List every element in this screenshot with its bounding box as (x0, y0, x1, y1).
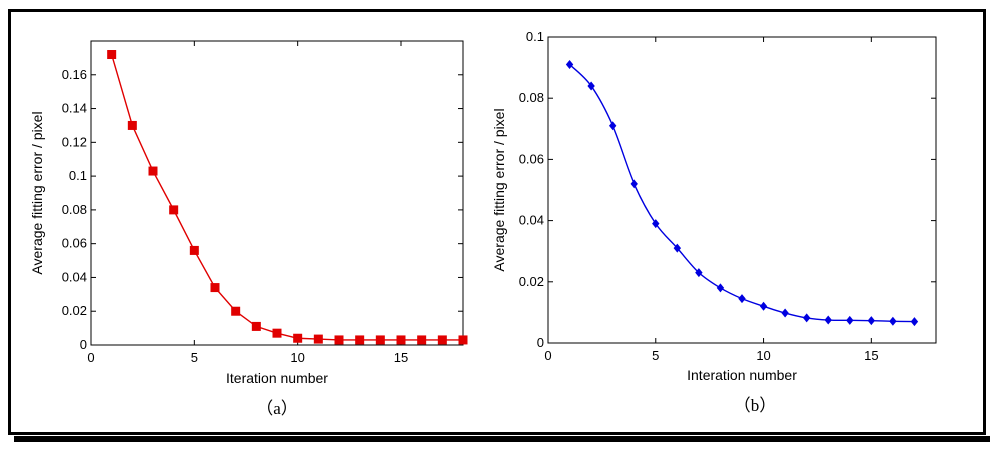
x-tick-label: 15 (394, 350, 408, 365)
data-point (910, 317, 919, 327)
x-tick-label: 10 (756, 348, 770, 363)
data-point (293, 333, 303, 343)
y-tick-label: 0.12 (62, 134, 87, 149)
x-axis-title: Interation number (687, 367, 797, 383)
data-point (437, 335, 447, 345)
y-tick-label: 0 (537, 335, 544, 350)
data-point (889, 316, 897, 326)
y-tick-label: 0.16 (62, 67, 87, 82)
data-point (127, 120, 137, 130)
chart-panel-a: 0 0.02 0.04 0.06 0.08 0.1 0.12 0.14 0.16 0 5 10 15 It… (29, 40, 468, 418)
data-point (210, 283, 220, 293)
x-tick-label: 5 (652, 348, 659, 363)
data-point (272, 328, 282, 338)
y-tick-label: 0.02 (62, 303, 87, 318)
data-point (231, 306, 241, 316)
data-point (396, 335, 406, 345)
y-axis-title: Average fitting error / pixel (29, 111, 45, 274)
data-point (169, 205, 179, 215)
data-point (824, 315, 832, 325)
y-tick-label: 0.08 (519, 90, 544, 105)
data-point (313, 334, 323, 344)
data-point (148, 166, 158, 176)
data-point (630, 179, 638, 189)
data-point (716, 283, 725, 293)
x-tick-label: 5 (191, 350, 198, 365)
plot-area (547, 36, 937, 344)
data-point (846, 315, 854, 325)
data-point (738, 294, 746, 304)
chart-panel-b: 0 0.02 0.04 0.06 0.08 0.1 0 5 10 15 Interation num… (491, 29, 937, 415)
data-point (673, 243, 682, 253)
y-tick-label: 0.1 (526, 29, 544, 44)
y-tick-label: 0.14 (62, 101, 87, 116)
y-tick-label: 0.08 (62, 202, 87, 217)
data-point (802, 313, 811, 323)
frame-shadow (14, 436, 990, 442)
figure-frame (8, 9, 986, 435)
data-point (375, 335, 385, 345)
y-tick-label: 0.1 (69, 168, 87, 183)
data-point (759, 301, 768, 311)
x-tick-label: 0 (87, 350, 94, 365)
data-point (251, 321, 261, 331)
y-axis-title: Average fitting error / pixel (491, 108, 507, 271)
data-point (867, 316, 876, 326)
x-tick-label: 0 (544, 348, 551, 363)
y-tick-label: 0.06 (62, 236, 87, 251)
data-point (334, 335, 344, 345)
data-point (781, 308, 789, 318)
data-point (587, 81, 595, 91)
panel-label: （b） (734, 396, 777, 415)
y-tick-label: 0.06 (519, 151, 544, 166)
x-tick-label: 10 (290, 350, 304, 365)
plot-area (90, 40, 464, 346)
data-point (355, 335, 365, 345)
panel-label: （a） (256, 399, 298, 418)
y-tick-label: 0 (80, 337, 87, 352)
y-tick-label: 0.04 (519, 213, 544, 228)
data-point (458, 335, 468, 345)
data-point (565, 60, 574, 70)
data-point (652, 219, 660, 229)
data-point (189, 245, 199, 255)
x-tick-label: 15 (864, 348, 878, 363)
data-point (695, 268, 703, 278)
y-tick-label: 0.04 (62, 269, 87, 284)
data-point (417, 335, 427, 345)
data-point (107, 50, 117, 60)
x-axis-title: Iteration number (226, 370, 328, 386)
y-tick-label: 0.02 (519, 274, 544, 289)
data-point (608, 121, 617, 131)
